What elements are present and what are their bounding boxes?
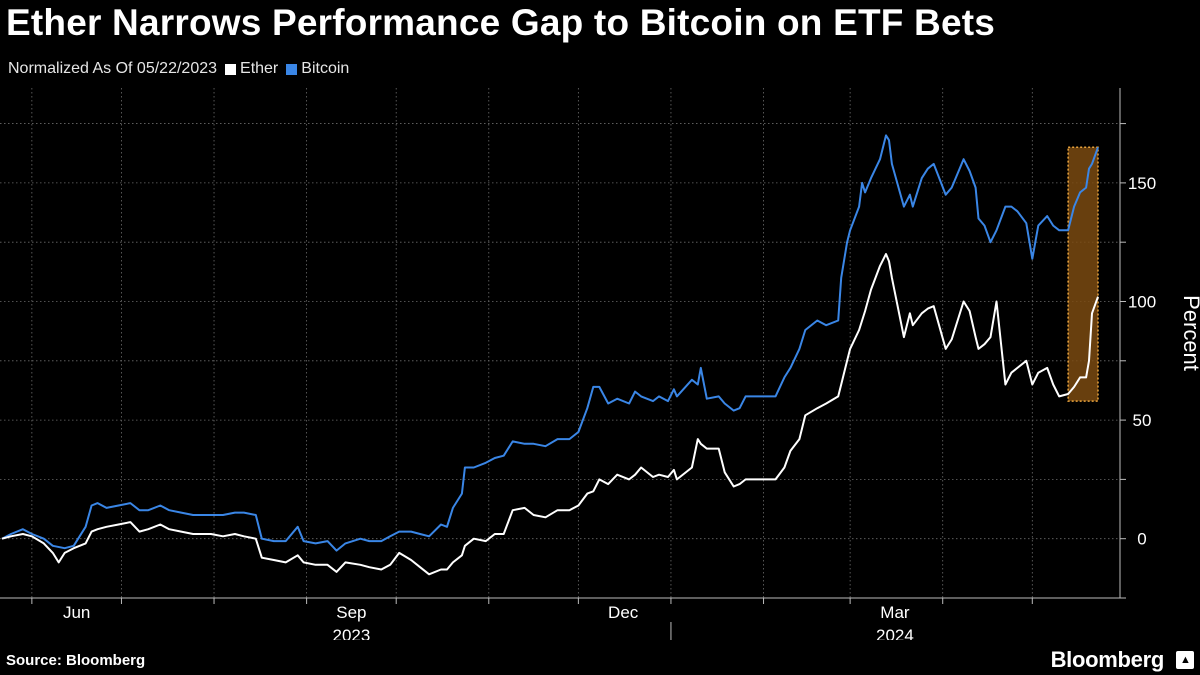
axis-layer: 0 50 100 150 Percent Jun Sep Dec Mar 2023 2024 <box>0 88 1200 640</box>
bloomberg-terminal-icon: ▲ <box>1176 651 1194 669</box>
series-line-ether <box>1 253 1099 576</box>
y-tick-label: 150 <box>1128 174 1156 193</box>
legend-item-ether: Ether <box>225 60 278 78</box>
chart-subtitle: Normalized As Of 05/22/2023 <box>8 60 218 77</box>
legend-item-bitcoin: Bitcoin <box>286 60 349 78</box>
x-tick-label: Sep <box>336 603 366 622</box>
legend-label-ether: Ether <box>240 60 279 77</box>
x-tick-label: Mar <box>880 603 910 622</box>
legend-swatch-ether <box>225 63 237 75</box>
y-axis-title: Percent <box>1179 295 1200 371</box>
x-year-label: 2024 <box>876 626 914 640</box>
grid-layer <box>0 88 1120 599</box>
series-layer <box>1 134 1099 576</box>
legend-swatch-bitcoin <box>286 63 298 75</box>
series-line-bitcoin <box>1 134 1099 552</box>
brand-logo: Bloomberg <box>1050 647 1165 672</box>
x-tick-label: Jun <box>63 603 90 622</box>
line-chart: 0 50 100 150 Percent Jun Sep Dec Mar 2023 2024 <box>0 88 1200 640</box>
chart-subtitle-row: Normalized As Of 05/22/2023 Ether Bitcoi… <box>8 60 349 78</box>
y-tick-label: 50 <box>1133 411 1152 430</box>
x-year-label: 2023 <box>332 626 370 640</box>
highlight-box <box>1067 146 1099 402</box>
legend-label-bitcoin: Bitcoin <box>301 60 350 77</box>
source-note: Source: Bloomberg <box>6 652 146 669</box>
y-tick-label: 100 <box>1128 292 1156 311</box>
y-tick-label: 0 <box>1137 530 1146 549</box>
x-tick-label: Dec <box>608 603 639 622</box>
highlight-layer <box>1067 146 1099 402</box>
chart-title: Ether Narrows Performance Gap to Bitcoin… <box>6 2 996 43</box>
